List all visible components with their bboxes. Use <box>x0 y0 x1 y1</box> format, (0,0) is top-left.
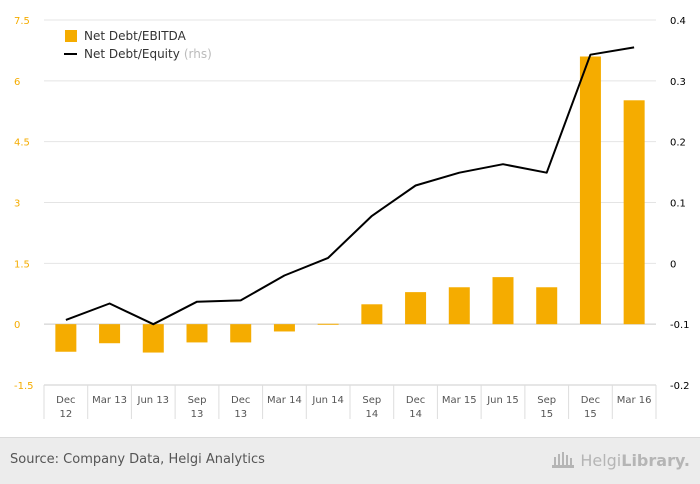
x-tick-label: Mar 15 <box>442 395 477 406</box>
y-left-tick-label: -1.5 <box>14 381 34 392</box>
footer: Source: Company Data, Helgi Analytics He… <box>0 437 700 484</box>
y-left-tick-label: 4.5 <box>14 138 30 149</box>
y-right-tick-label: 0.2 <box>670 138 686 149</box>
x-tick-label: Jun 13 <box>137 395 170 406</box>
x-tick-label: Sep 15 <box>537 395 556 420</box>
x-tick-label: Mar 13 <box>92 395 127 406</box>
bar <box>405 292 427 325</box>
bar <box>273 324 295 332</box>
legend-label-net-debt-equity-name: Net Debt/Equity <box>84 47 180 61</box>
x-tick-label: Dec 12 <box>56 395 75 420</box>
x-tick-label: Dec 14 <box>406 395 425 420</box>
bar <box>186 324 208 343</box>
x-tick-label: Jun 14 <box>311 395 344 406</box>
x-tick-label: Sep 13 <box>188 395 207 420</box>
legend-label-net-debt-ebitda: Net Debt/EBITDA <box>84 29 187 43</box>
brand-library: Library. <box>621 450 690 470</box>
chart: -1.5 0 1.5 3 4.5 6 7.5 -0.2 -0.1 0 0.1 0.2 0.3 0.4 Dec… <box>14 16 690 420</box>
y-left-tick-label: 1.5 <box>14 259 30 270</box>
bar <box>361 304 383 325</box>
y-right-tick-label: -0.1 <box>670 320 690 331</box>
y-right-tick-label: 0.1 <box>670 199 686 210</box>
bar <box>579 56 601 325</box>
helgi-library-logo: Helgi Library. <box>550 447 690 473</box>
y-right-tick-label: -0.2 <box>670 381 690 392</box>
line-net-debt-equity <box>65 46 635 326</box>
x-tick-label: Mar 14 <box>267 395 302 406</box>
bar <box>623 100 645 325</box>
legend-label-rhs: (rhs) <box>184 47 212 61</box>
y-right-tick-label: 0.4 <box>670 16 686 27</box>
y-left-tick-label: 0 <box>14 320 20 331</box>
source-note: Source: Company Data, Helgi Analytics <box>10 452 265 467</box>
x-tick-label: Mar 16 <box>617 395 652 406</box>
legend-swatch-net-debt-ebitda <box>65 30 77 42</box>
bar <box>99 324 121 344</box>
library-icon <box>552 452 575 468</box>
bar <box>317 323 339 325</box>
x-tick-label: Jun 15 <box>486 395 519 406</box>
brand-helgi: Helgi <box>580 450 622 470</box>
legend: Net Debt/EBITDA Net Debt/Equity (rhs) <box>64 29 212 61</box>
x-tick-label: Dec 13 <box>231 395 250 420</box>
axes: -1.5 0 1.5 3 4.5 6 7.5 -0.2 -0.1 0 0.1 0.2 0.3 0.4 Dec… <box>14 16 690 420</box>
x-tick-label: Dec 15 <box>581 395 600 420</box>
y-right-tick-label: 0.3 <box>670 77 686 88</box>
x-tick-label: Sep 14 <box>362 395 381 420</box>
bar <box>536 287 558 325</box>
gridlines <box>44 19 656 386</box>
y-left-tick-label: 6 <box>14 77 20 88</box>
bars-net-debt-ebitda <box>55 56 645 353</box>
y-right-tick-label: 0 <box>670 259 676 270</box>
bar <box>492 277 514 325</box>
bar <box>55 324 77 352</box>
bar <box>142 324 164 353</box>
y-left-tick-label: 3 <box>14 199 20 210</box>
line-series <box>65 46 635 326</box>
bar <box>448 287 470 325</box>
bar <box>230 324 252 343</box>
legend-label-net-debt-equity: Net Debt/Equity (rhs) <box>84 47 212 61</box>
y-left-tick-label: 7.5 <box>14 16 30 27</box>
